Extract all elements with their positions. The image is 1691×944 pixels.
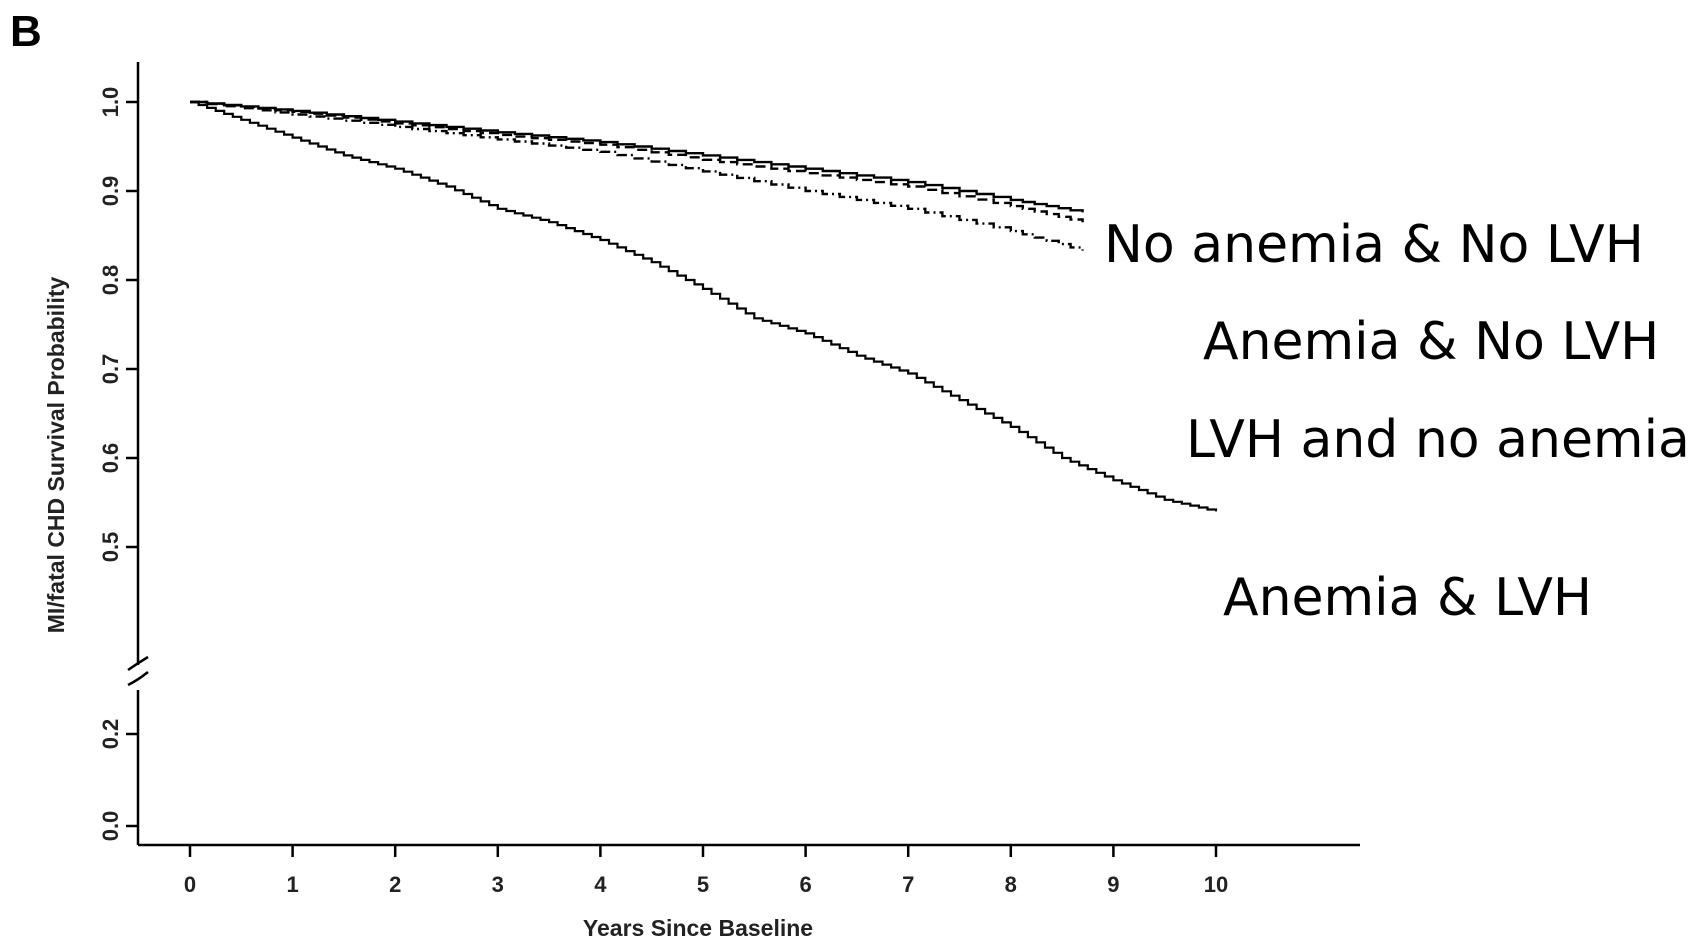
annotation-lvh-no-anemia: LVH and no anemia [1186,410,1690,470]
x-axis-label: Years Since Baseline [583,915,813,941]
annotation-no-anemia-no-lvh: No anemia & No LVH [1104,215,1644,275]
annotation-anemia-lvh: Anemia & LVH [1223,568,1592,628]
y-tick-label: 0.8 [98,265,123,296]
x-tick-label: 4 [594,872,607,897]
x-tick-label: 6 [799,872,811,897]
y-axis-label: MI/fatal CHD Survival Probability [43,277,69,634]
series-group [190,100,1218,512]
y-tick-label: 0.9 [98,176,123,207]
x-tick-label: 10 [1204,872,1228,897]
axes [127,62,1360,847]
x-tick-label: 5 [697,872,709,897]
y-tick-label: 0.6 [98,443,123,474]
series-line-3 [190,100,1084,251]
annotation-anemia-no-lvh: Anemia & No LVH [1203,312,1659,372]
series-line-4 [190,100,1218,512]
y-tick-label: 1.0 [98,87,123,118]
panel-label: B [10,7,42,56]
y-tick-label: 0.2 [98,719,123,750]
x-tick-label: 8 [1005,872,1017,897]
x-tick-label: 1 [286,872,298,897]
y-tick-label: 0.7 [98,354,123,385]
series-line-2 [190,100,1084,223]
y-ticks: 0.0 0.2 0.5 0.6 0.7 0.8 0.9 1.0 [98,87,138,842]
y-tick-label: 0.0 [98,811,123,842]
y-axis-break-mark-lower [127,671,149,687]
x-tick-label: 7 [902,872,914,897]
x-tick-label: 3 [492,872,504,897]
x-tick-label: 9 [1107,872,1119,897]
series-annotations: No anemia & No LVH Anemia & No LVH LVH a… [1104,215,1690,628]
x-tick-label: 0 [184,872,196,897]
y-tick-label: 0.5 [98,532,123,563]
x-tick-label: 2 [389,872,401,897]
x-ticks: 0 1 2 3 4 5 6 7 8 9 10 [184,845,1228,897]
y-axis-break-mark-upper [127,655,149,672]
